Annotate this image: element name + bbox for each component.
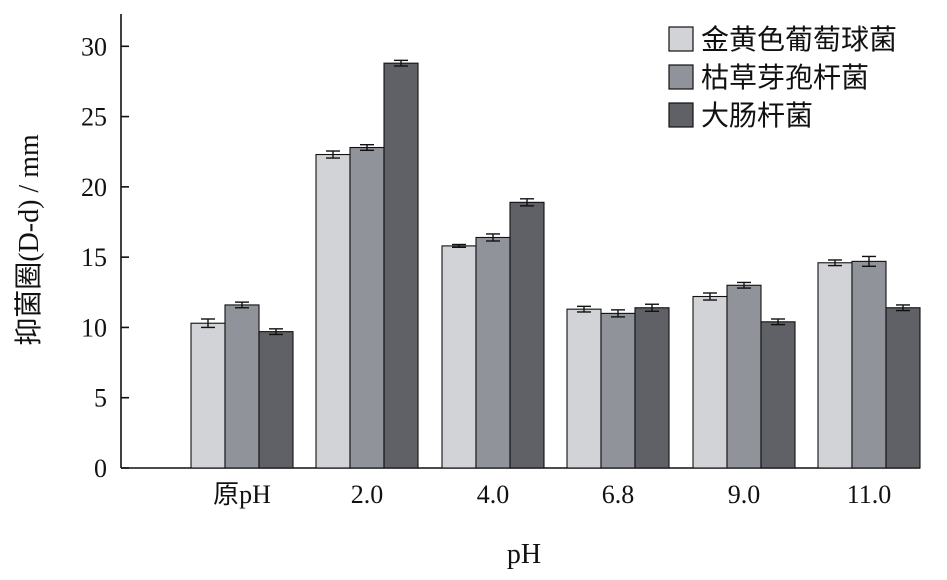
y-tick-label: 25: [81, 103, 107, 132]
x-tick-label: 4.0: [477, 480, 510, 509]
bar: [600, 312, 636, 469]
bar: [475, 236, 511, 469]
x-tick-label: 9.0: [728, 480, 761, 509]
y-tick-label: 20: [81, 173, 107, 202]
legend-swatch: [668, 26, 694, 52]
bar: [349, 146, 385, 469]
y-tick-label: 0: [94, 454, 107, 483]
bar: [726, 284, 762, 469]
legend-swatch: [668, 64, 694, 90]
bar: [817, 262, 853, 469]
legend-label: 枯草芽孢杆菌: [701, 62, 869, 94]
bar: [315, 153, 351, 469]
bar: [851, 260, 887, 469]
legend-label: 金黄色葡萄球菌: [701, 24, 897, 56]
x-tick-label: 11.0: [847, 480, 892, 509]
x-axis-title: pH: [507, 539, 541, 570]
legend-label: 大肠杆菌: [701, 100, 813, 132]
bars: [190, 59, 921, 469]
x-tick-label: 6.8: [602, 480, 635, 509]
legend-swatch: [668, 102, 694, 128]
bar: [566, 308, 602, 469]
bar: [224, 304, 260, 469]
x-tick-label: 原pH: [213, 480, 271, 509]
y-tick-label: 5: [94, 384, 107, 413]
bar: [634, 307, 670, 469]
x-tick-label: 2.0: [351, 480, 384, 509]
bar: [441, 245, 477, 469]
y-tick-label: 10: [81, 313, 107, 342]
x-tick-labels: 原pH 2.0 4.0 6.8 9.0 11.0: [213, 480, 891, 509]
y-axis-title: 抑菌圈(D-d) / mm: [13, 134, 45, 346]
bar: [509, 201, 545, 469]
y-tick-label: 15: [81, 243, 107, 272]
bar: [383, 62, 419, 469]
bar: [760, 321, 796, 469]
y-ticks: 0 5 10 15 20 25 30: [81, 32, 129, 483]
bar: [885, 307, 921, 469]
y-tick-label: 30: [81, 32, 107, 61]
bar: [692, 295, 728, 469]
bar: [190, 322, 226, 469]
bar: [258, 331, 294, 469]
